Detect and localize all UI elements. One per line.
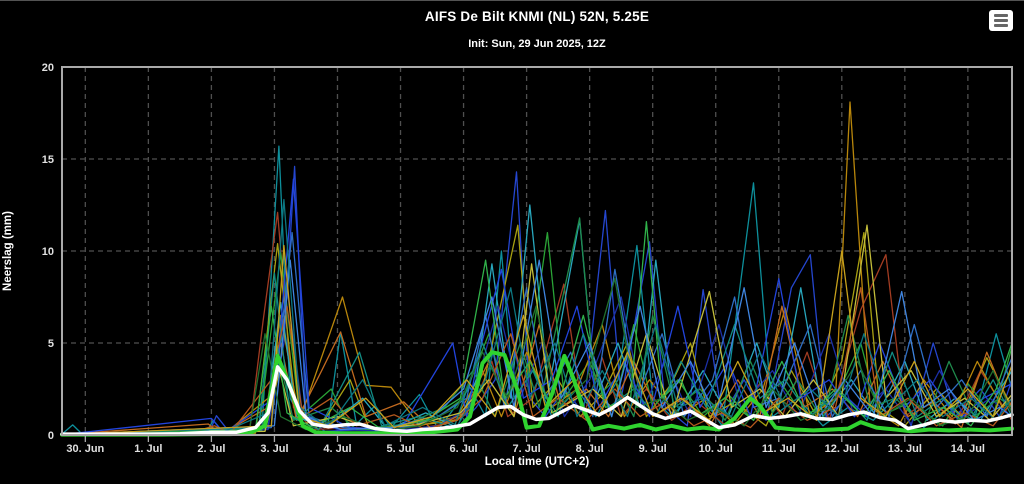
- y-tick-label: 0: [48, 430, 54, 442]
- x-tick-label: 11. Jul: [762, 443, 796, 455]
- ens-member-20: [61, 244, 1013, 436]
- chart-title: AIFS De Bilt KNMI (NL) 52N, 5.25E: [424, 9, 650, 24]
- x-tick-label: 3. Jul: [260, 443, 288, 455]
- y-tick-label: 20: [42, 62, 54, 74]
- y-tick-label: 5: [48, 338, 54, 350]
- x-tick-label: 12. Jul: [825, 443, 859, 455]
- x-tick-label: 4. Jul: [323, 443, 351, 455]
- chart-subtitle: Init: Sun, 29 Jun 2025, 12Z: [468, 38, 606, 50]
- thick-white-line: [60, 365, 1014, 436]
- x-tick-label: 8. Jul: [576, 443, 604, 455]
- x-tick-label: 30. Jun: [66, 443, 104, 455]
- y-axis-title: Neerslag (mm): [2, 211, 14, 291]
- x-tick-label: 13. Jul: [888, 443, 922, 455]
- hamburger-menu-icon: [994, 14, 1008, 27]
- plot-frame: [61, 66, 1013, 436]
- x-tick-label: 1. Jul: [134, 443, 162, 455]
- x-tick-label: 6. Jul: [449, 443, 477, 455]
- x-tick-label: 5. Jul: [386, 443, 414, 455]
- ens-member-04: [61, 224, 1013, 436]
- y-tick-label: 10: [42, 246, 54, 258]
- x-axis-title: Local time (UTC+2): [484, 456, 590, 468]
- y-tick-label: 15: [42, 154, 54, 166]
- x-tick-label: 7. Jul: [513, 443, 541, 455]
- x-tick-label: 14. Jul: [951, 443, 985, 455]
- ens-member-12: [61, 178, 1013, 436]
- x-tick-label: 10. Jul: [699, 443, 733, 455]
- x-tick-label: 9. Jul: [639, 443, 667, 455]
- ens-member-19: [61, 198, 1013, 436]
- window-top-edge: [0, 0, 1024, 1]
- x-tick-label: 2. Jul: [197, 443, 225, 455]
- chart-context-menu-button[interactable]: [989, 10, 1013, 31]
- ens-member-02: [61, 165, 1013, 436]
